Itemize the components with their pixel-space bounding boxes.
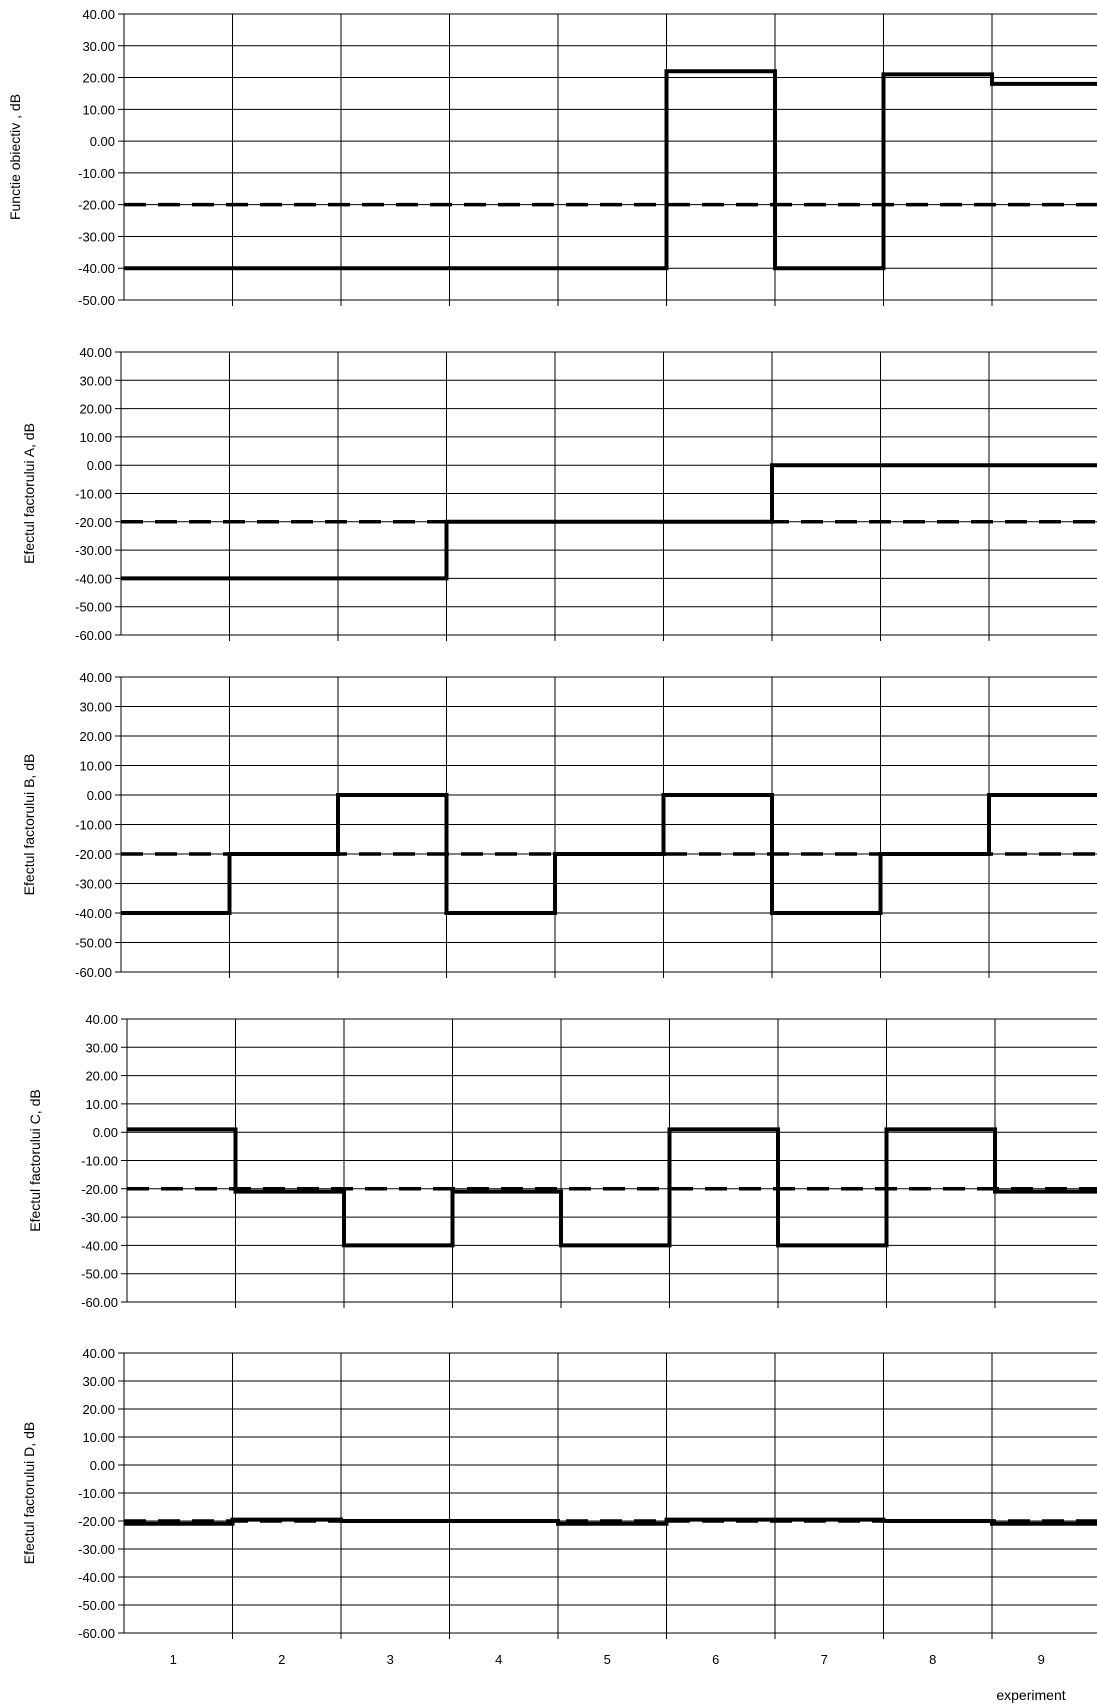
- y-tick-label: 40.00: [82, 7, 115, 22]
- y-tick-label: -20.00: [81, 1182, 118, 1197]
- x-tick-label: 8: [929, 1652, 936, 1667]
- y-tick-label: -60.00: [81, 1295, 118, 1310]
- series-solid-line: [124, 1517, 1097, 1526]
- x-tick-label: 6: [712, 1652, 719, 1667]
- y-tick-label: 10.00: [82, 102, 115, 117]
- series-solid-line: [127, 1127, 1097, 1248]
- y-tick-label: -20.00: [78, 1514, 115, 1529]
- y-tick-label: 30.00: [85, 1040, 118, 1055]
- y-tick-label: -10.00: [75, 818, 112, 833]
- y-tick-label: -20.00: [75, 515, 112, 530]
- y-tick-label: 30.00: [82, 1374, 115, 1389]
- y-tick-label: -60.00: [75, 628, 112, 643]
- series-solid-line: [124, 69, 1097, 271]
- y-tick-label: -20.00: [75, 847, 112, 862]
- y-tick-label: -30.00: [78, 229, 115, 244]
- x-tick-label: 2: [278, 1652, 285, 1667]
- y-tick-label: 10.00: [85, 1097, 118, 1112]
- y-tick-label: 10.00: [79, 759, 112, 774]
- y-tick-label: -30.00: [78, 1542, 115, 1557]
- y-tick-label: -50.00: [78, 293, 115, 308]
- y-tick-label: 20.00: [82, 1402, 115, 1417]
- y-tick-label: 20.00: [85, 1069, 118, 1084]
- x-tick-label: 3: [387, 1652, 394, 1667]
- y-tick-label: 0.00: [87, 788, 112, 803]
- x-axis-title: experiment: [996, 1687, 1065, 1703]
- y-tick-label: 30.00: [79, 700, 112, 715]
- y-axis-title: Efectul factorului D, dB: [21, 1422, 37, 1564]
- chart-panel-5: 40.00 30.00 20.00 10.00 0.00 -10.00 -20.00 -30.…: [21, 1346, 1097, 1703]
- y-tick-label: 0.00: [90, 134, 115, 149]
- y-tick-label: -40.00: [78, 261, 115, 276]
- chart-panel-2: 40.00 30.00 20.00 10.00 0.00 -10.00 -20.00 -30.…: [21, 345, 1097, 643]
- y-tick-label: 20.00: [79, 402, 112, 417]
- chart-panel-4: 40.00 30.00 20.00 10.00 0.00 -10.00 -20.00 -30.…: [27, 1012, 1097, 1310]
- y-tick-label: -10.00: [78, 1486, 115, 1501]
- y-tick-label: 40.00: [79, 345, 112, 360]
- y-tick-label: -40.00: [78, 1570, 115, 1585]
- y-axis-title: Efectul factorului C, dB: [27, 1089, 43, 1231]
- x-tick-label: 9: [1038, 1652, 1045, 1667]
- y-tick-label: -30.00: [75, 543, 112, 558]
- y-tick-label: -50.00: [78, 1598, 115, 1613]
- y-axis-title: Efectul factorului A, dB: [21, 423, 37, 564]
- y-tick-label: 0.00: [93, 1125, 118, 1140]
- x-tick-label: 4: [495, 1652, 502, 1667]
- y-tick-label: -60.00: [75, 965, 112, 980]
- y-tick-label: 40.00: [82, 1346, 115, 1361]
- y-axis-title: Efectul factorului B, dB: [21, 754, 37, 896]
- y-tick-label: -10.00: [75, 487, 112, 502]
- y-tick-label: 0.00: [87, 458, 112, 473]
- y-axis-title: Functie obiectiv , dB: [7, 94, 23, 220]
- y-tick-label: -50.00: [75, 600, 112, 615]
- chart-panel-3: 40.00 30.00 20.00 10.00 0.00 -10.00 -20.00 -30.…: [21, 670, 1097, 980]
- y-tick-label: 20.00: [82, 71, 115, 86]
- y-tick-label: 30.00: [82, 39, 115, 54]
- y-tick-label: -30.00: [81, 1210, 118, 1225]
- y-tick-label: -50.00: [81, 1267, 118, 1282]
- x-tick-label: 1: [170, 1652, 177, 1667]
- y-tick-label: 30.00: [79, 373, 112, 388]
- x-tick-label: 5: [604, 1652, 611, 1667]
- y-tick-label: -30.00: [75, 877, 112, 892]
- y-tick-label: 0.00: [90, 1458, 115, 1473]
- y-tick-label: -50.00: [75, 936, 112, 951]
- y-tick-label: -40.00: [75, 906, 112, 921]
- y-tick-label: 40.00: [85, 1012, 118, 1027]
- y-tick-label: -20.00: [78, 198, 115, 213]
- y-tick-label: -40.00: [75, 571, 112, 586]
- y-tick-label: -40.00: [81, 1238, 118, 1253]
- y-tick-label: 40.00: [79, 670, 112, 685]
- chart-panel-1: 40.00 30.00 20.00 10.00 0.00 -10.00 -20.00 -30.…: [7, 7, 1097, 308]
- x-tick-label: 7: [821, 1652, 828, 1667]
- y-tick-label: 20.00: [79, 729, 112, 744]
- y-tick-label: 10.00: [82, 1430, 115, 1445]
- y-tick-label: -10.00: [78, 166, 115, 181]
- y-tick-label: 10.00: [79, 430, 112, 445]
- y-tick-label: -10.00: [81, 1154, 118, 1169]
- y-tick-label: -60.00: [78, 1626, 115, 1641]
